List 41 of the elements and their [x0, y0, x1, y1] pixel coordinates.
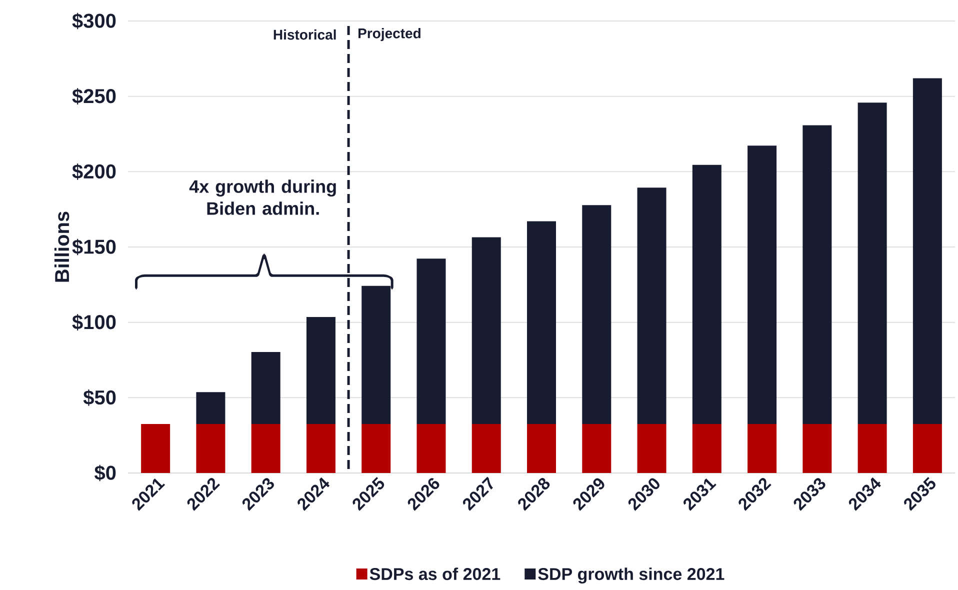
legend-label: SDPs as of 2021	[370, 568, 500, 580]
y-tick-label: $150	[72, 238, 116, 256]
bar	[748, 424, 777, 474]
y-tick-label: $200	[72, 164, 116, 180]
legend-label: SDP growth since 2021	[538, 568, 724, 584]
bar	[527, 221, 556, 424]
y-tick-label: $250	[72, 88, 116, 104]
bar	[251, 352, 280, 424]
bar	[802, 424, 832, 474]
bar	[251, 424, 280, 474]
bar	[692, 164, 722, 424]
bar	[912, 78, 942, 424]
bar	[362, 424, 391, 474]
y-tick-label: $100	[72, 314, 116, 330]
bar	[637, 188, 666, 424]
bar	[472, 424, 501, 474]
y-tick-label: $50	[83, 390, 116, 406]
bar	[858, 102, 887, 424]
bar	[748, 146, 777, 424]
bar	[196, 424, 226, 474]
annotation: Projected	[358, 28, 420, 42]
bar	[692, 424, 722, 474]
y-tick-label: $300	[72, 12, 116, 30]
bar	[416, 424, 446, 474]
bar	[196, 392, 226, 424]
bar	[802, 125, 832, 424]
bar	[858, 424, 887, 474]
bar	[582, 424, 612, 474]
bar	[527, 424, 556, 474]
y-tick-label: $0	[94, 464, 116, 482]
annotation: 4x growth during Biden admin.	[189, 180, 336, 215]
y-axis-title: Billions	[54, 212, 70, 282]
bar	[637, 424, 666, 474]
annotation: Historical	[274, 29, 336, 40]
bar	[306, 424, 336, 474]
bar	[912, 424, 942, 474]
bar	[582, 205, 612, 424]
bar	[416, 258, 446, 424]
bar	[472, 237, 501, 424]
bar	[141, 424, 170, 474]
bar	[306, 317, 336, 424]
